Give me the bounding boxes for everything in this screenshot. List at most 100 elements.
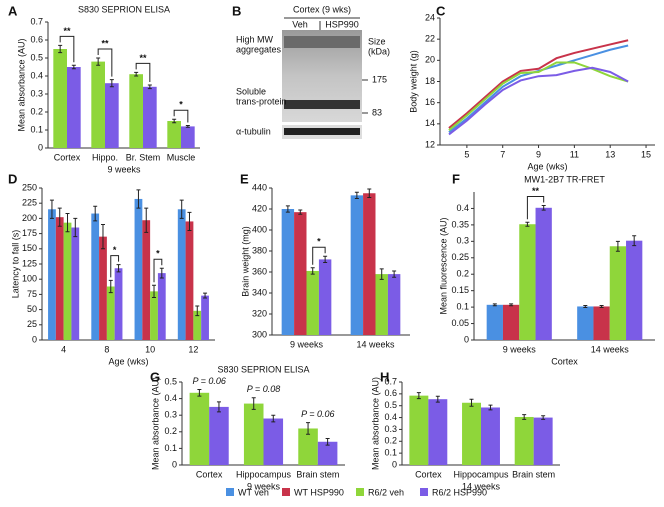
x-tick-label: Cortex bbox=[415, 469, 442, 479]
p-value: P = 0.06 bbox=[192, 376, 225, 386]
y-tick-label: 150 bbox=[22, 243, 37, 253]
x-tick-label: 12 bbox=[188, 344, 198, 354]
y-tick-label: 125 bbox=[22, 258, 37, 268]
y-tick-label: 400 bbox=[252, 224, 267, 234]
line bbox=[448, 39, 629, 129]
y-tick-label: 380 bbox=[252, 245, 267, 255]
x-axis-label: Age (wks) bbox=[527, 161, 567, 171]
y-tick-label: 0.3 bbox=[384, 424, 397, 434]
x-tick-label: Cortex bbox=[196, 469, 223, 479]
marker-label: 83 bbox=[372, 107, 382, 117]
panel-letter: G bbox=[150, 369, 160, 384]
bar bbox=[105, 83, 119, 148]
x-tick-label: 14 weeks bbox=[356, 339, 395, 349]
blot-band bbox=[284, 100, 360, 109]
x-tick-label: 10 bbox=[145, 344, 155, 354]
y-tick-label: 320 bbox=[252, 308, 267, 318]
error-bar bbox=[195, 305, 200, 317]
y-tick-label: 0.3 bbox=[30, 88, 43, 98]
bar bbox=[189, 392, 210, 465]
error-bar bbox=[58, 44, 63, 54]
y-axis-label: Mean absorbance (AU) bbox=[150, 377, 160, 470]
error-bar bbox=[306, 422, 311, 435]
bar bbox=[298, 428, 318, 465]
significance: * bbox=[113, 245, 117, 255]
error-bar bbox=[354, 191, 359, 199]
error-bar bbox=[583, 304, 588, 308]
bar bbox=[306, 270, 319, 335]
bracket bbox=[59, 35, 75, 63]
panel-letter: C bbox=[436, 3, 446, 18]
bar bbox=[577, 306, 594, 340]
p-value: P = 0.06 bbox=[301, 409, 334, 419]
x-tick-label: 7 bbox=[500, 149, 505, 159]
lane-label: Veh bbox=[292, 19, 308, 29]
bar bbox=[375, 274, 388, 335]
y-tick-label: 0 bbox=[38, 142, 43, 152]
y-tick-label: 0.2 bbox=[30, 106, 43, 116]
blot-label: High MW bbox=[236, 34, 274, 44]
bar bbox=[48, 209, 56, 340]
y-tick-label: 0.35 bbox=[451, 219, 469, 229]
y-tick-label: 0 bbox=[32, 334, 37, 344]
error-bar bbox=[632, 235, 637, 247]
bar bbox=[91, 61, 105, 148]
bar bbox=[142, 220, 151, 340]
y-tick-label: 0.4 bbox=[164, 393, 177, 403]
legend-swatch bbox=[420, 488, 428, 496]
bar bbox=[185, 221, 194, 340]
bar bbox=[209, 406, 229, 465]
error-bar bbox=[509, 303, 514, 307]
error-bar bbox=[187, 211, 192, 232]
error-bar bbox=[216, 401, 221, 413]
x-tick-label: Br. Stem bbox=[126, 152, 161, 162]
y-tick-label: 0.1 bbox=[384, 448, 397, 458]
y-tick-label: 300 bbox=[252, 329, 267, 339]
bar bbox=[134, 198, 143, 340]
error-bar bbox=[325, 437, 330, 446]
error-bar bbox=[541, 204, 546, 211]
y-tick-label: 0.4 bbox=[30, 70, 43, 80]
error-bar bbox=[109, 79, 114, 88]
bar bbox=[294, 212, 307, 335]
bar bbox=[193, 310, 202, 340]
blot-smear bbox=[284, 36, 360, 48]
bar bbox=[55, 217, 64, 340]
y-tick-label: 0.6 bbox=[30, 34, 43, 44]
error-bar bbox=[136, 189, 141, 209]
error-bar bbox=[416, 392, 421, 400]
bar bbox=[263, 418, 284, 465]
bar bbox=[350, 195, 364, 335]
bar bbox=[243, 403, 264, 465]
significance: * bbox=[179, 100, 183, 110]
bar bbox=[114, 268, 123, 340]
bar bbox=[67, 67, 81, 148]
chart-title: S830 SEPRION ELISA bbox=[78, 4, 170, 14]
y-tick-label: 75 bbox=[27, 289, 37, 299]
y-axis-label: Mean absorbance (AU) bbox=[370, 377, 380, 470]
y-tick-label: 0.7 bbox=[30, 16, 43, 26]
size-label: (kDa) bbox=[368, 46, 390, 56]
significance: ** bbox=[63, 26, 71, 36]
error-bar bbox=[71, 64, 76, 70]
legend-swatch bbox=[226, 488, 234, 496]
panel-letter: B bbox=[232, 3, 241, 18]
bar bbox=[533, 417, 553, 465]
x-axis-label: Age (wks) bbox=[108, 356, 148, 366]
significance: ** bbox=[101, 38, 109, 48]
error-bar bbox=[285, 205, 290, 213]
y-tick-label: 0 bbox=[464, 334, 469, 344]
bar bbox=[519, 224, 536, 340]
x-tick-label: 15 bbox=[641, 149, 651, 159]
y-tick-label: 340 bbox=[252, 287, 267, 297]
error-bar bbox=[541, 415, 546, 420]
y-tick-label: 18 bbox=[425, 76, 435, 86]
y-tick-label: 0 bbox=[172, 459, 177, 469]
error-bar bbox=[73, 217, 78, 238]
line bbox=[448, 61, 629, 131]
x-tick-label: Hippocampus bbox=[453, 469, 509, 479]
x-tick-label: 9 weeks bbox=[290, 339, 324, 349]
error-bar bbox=[310, 267, 315, 275]
y-tick-label: 22 bbox=[425, 34, 435, 44]
x-axis-label: Cortex bbox=[551, 356, 578, 366]
